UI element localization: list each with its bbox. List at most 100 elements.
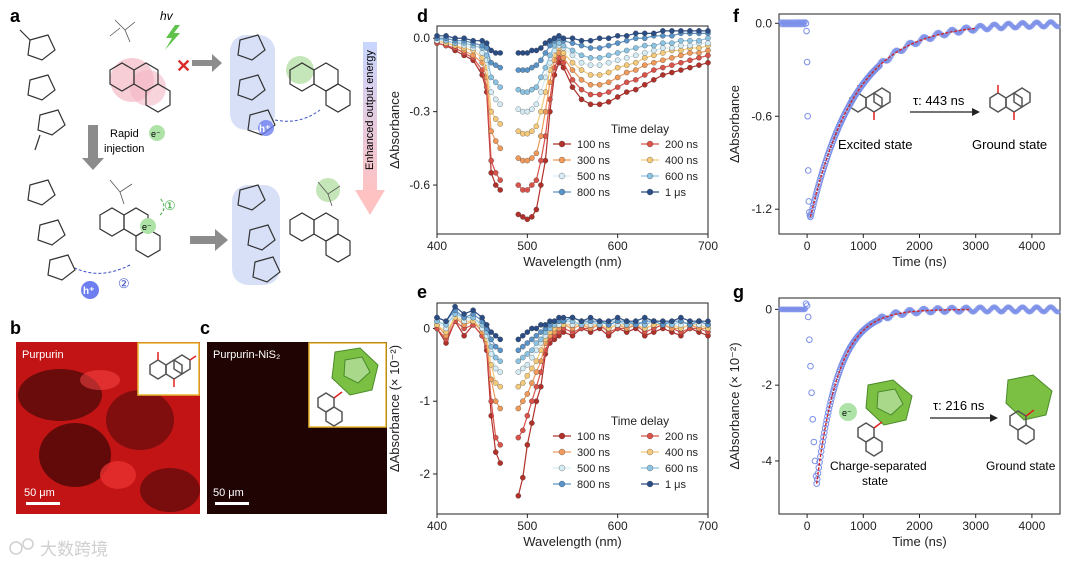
point-d-0-28 bbox=[632, 86, 639, 93]
point-d-6-5 bbox=[479, 42, 485, 49]
point-e-7-9 bbox=[497, 336, 503, 343]
x-tick-label-g-3: 3000 bbox=[962, 519, 989, 533]
series-d-2 bbox=[434, 37, 711, 164]
panel-label-b: b bbox=[10, 318, 21, 338]
point-d-6-8 bbox=[492, 62, 499, 68]
y-tick-label-e-1: -1 bbox=[419, 394, 430, 408]
point-d-7-29 bbox=[642, 30, 648, 37]
point-e-5-8 bbox=[492, 354, 499, 361]
point-d-0-24 bbox=[596, 101, 603, 108]
arrow-g-head-icon bbox=[990, 414, 998, 422]
point-d-1-28 bbox=[632, 77, 639, 83]
y-axis-label-d: ΔAbsorbance bbox=[387, 91, 402, 169]
decay-point-g-52 bbox=[829, 389, 837, 396]
ground-state-label-g: Ground state bbox=[986, 459, 1056, 473]
hole-label-bottom: h⁺ bbox=[83, 286, 94, 297]
point-e-7-14 bbox=[533, 325, 540, 332]
point-d-7-33 bbox=[678, 28, 684, 34]
decay-point-f-22 bbox=[803, 27, 810, 35]
point-d-7-7 bbox=[488, 47, 494, 54]
point-d-3-30 bbox=[651, 52, 657, 59]
plot-frame-f bbox=[778, 13, 1061, 235]
point-e-4-13 bbox=[529, 354, 535, 361]
point-d-1-7 bbox=[488, 157, 494, 164]
point-d-7-15 bbox=[538, 45, 544, 51]
legend-marker-e-4 bbox=[558, 464, 566, 472]
decay-points-f bbox=[778, 19, 1061, 221]
point-d-1-36 bbox=[705, 52, 711, 59]
point-e-7-11 bbox=[520, 332, 526, 339]
point-e-0-10 bbox=[515, 493, 522, 499]
point-e-7-26 bbox=[614, 314, 621, 321]
point-e-4-10 bbox=[515, 369, 522, 375]
point-d-3-29 bbox=[642, 55, 648, 61]
decay-point-g-27 bbox=[809, 415, 817, 423]
legend-marker-e-1 bbox=[646, 432, 654, 440]
point-d-5-20 bbox=[560, 42, 567, 49]
legend-marker-d-6 bbox=[558, 188, 566, 196]
point-d-4-7 bbox=[488, 89, 494, 95]
point-e-7-5 bbox=[479, 314, 485, 321]
series-line-e-2-0 bbox=[436, 316, 501, 409]
point-d-0-21 bbox=[569, 84, 576, 90]
point-d-5-29 bbox=[642, 42, 648, 49]
legend-marker-e-7 bbox=[646, 480, 654, 488]
point-d-2-35 bbox=[696, 50, 702, 56]
point-e-2-10 bbox=[515, 405, 522, 412]
point-e-7-31 bbox=[660, 318, 666, 324]
series-line-d-1-0 bbox=[436, 42, 501, 181]
point-d-7-26 bbox=[614, 33, 621, 39]
point-e-6-15 bbox=[538, 329, 544, 335]
purpurin-molecule-top-left bbox=[109, 58, 171, 113]
point-e-1-11 bbox=[520, 427, 526, 434]
y-tick-label-d-2: -0.6 bbox=[409, 178, 430, 192]
x-axis-label-g: Time (ns) bbox=[892, 534, 946, 549]
point-e-2-8 bbox=[492, 398, 499, 404]
point-d-2-29 bbox=[642, 62, 648, 68]
point-d-7-14 bbox=[533, 47, 540, 54]
point-d-3-26 bbox=[614, 64, 621, 71]
point-d-0-10 bbox=[515, 211, 522, 218]
point-d-4-23 bbox=[587, 62, 594, 68]
point-d-1-9 bbox=[497, 177, 503, 183]
panel-b-micrograph: b Purpurin 50 μm bbox=[10, 318, 200, 514]
point-e-7-25 bbox=[605, 318, 612, 324]
series-line-d-5-0 bbox=[436, 37, 501, 88]
panel-label-g: g bbox=[733, 282, 744, 302]
point-e-7-29 bbox=[642, 314, 648, 321]
point-e-1-8 bbox=[492, 434, 499, 441]
legend-title-e: Time delay bbox=[611, 414, 669, 428]
decay-point-g-23 bbox=[804, 313, 812, 321]
x-tick-label-g-4: 4000 bbox=[1019, 519, 1046, 533]
point-d-4-32 bbox=[669, 45, 675, 51]
polymer-chain-top-left bbox=[19, 29, 66, 151]
legend-label-d-0: 100 ns bbox=[577, 139, 611, 151]
point-d-5-22 bbox=[578, 52, 585, 59]
point-e-6-8 bbox=[492, 343, 499, 350]
series-line-e-5-0 bbox=[436, 313, 501, 362]
scale-bar-label-c: 50 μm bbox=[213, 487, 244, 499]
point-d-4-8 bbox=[492, 96, 499, 103]
point-d-4-14 bbox=[533, 101, 540, 108]
point-d-0-12 bbox=[524, 216, 531, 223]
point-d-5-25 bbox=[605, 52, 612, 59]
point-e-3-8 bbox=[492, 380, 499, 386]
point-e-4-11 bbox=[520, 365, 526, 372]
arrow-f-head-icon bbox=[972, 108, 980, 116]
point-e-2-13 bbox=[529, 380, 535, 386]
scale-bar-c bbox=[215, 502, 249, 505]
decay-point-g-22 bbox=[803, 302, 811, 309]
point-d-4-36 bbox=[705, 40, 711, 46]
point-d-5-28 bbox=[632, 45, 639, 51]
point-e-2-9 bbox=[497, 405, 503, 412]
point-e-5-14 bbox=[533, 340, 540, 346]
legend-marker-d-3 bbox=[646, 156, 654, 164]
point-d-2-33 bbox=[678, 52, 684, 59]
point-e-7-2 bbox=[452, 303, 458, 310]
panel-a-schematic: a hv ✕ bbox=[10, 6, 385, 299]
point-d-1-34 bbox=[687, 57, 693, 64]
point-d-0-30 bbox=[651, 77, 657, 83]
series-e-7 bbox=[434, 303, 711, 343]
